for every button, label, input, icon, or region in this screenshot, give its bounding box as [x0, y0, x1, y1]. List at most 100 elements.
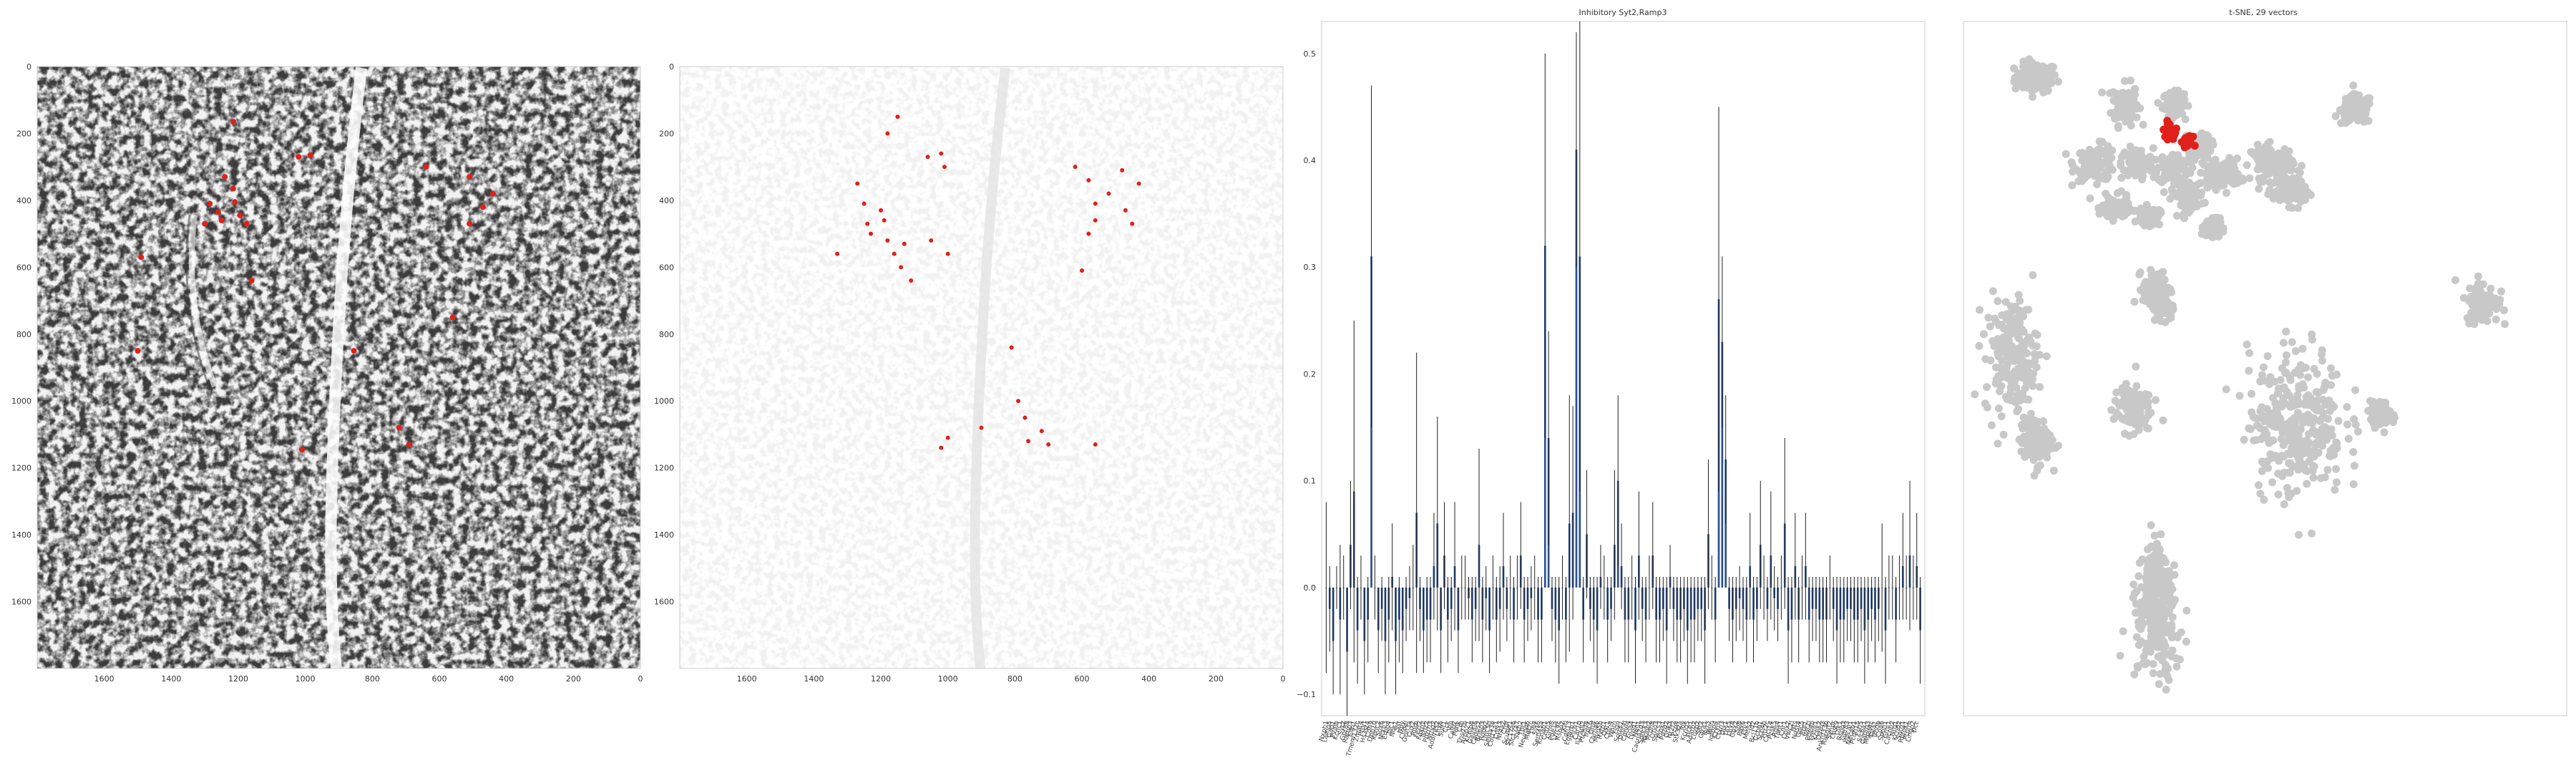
- tsne-point: [2145, 408, 2153, 417]
- tsne-point: [2353, 427, 2362, 436]
- tsne-point: [2120, 151, 2129, 160]
- tsne-point: [2032, 63, 2041, 72]
- highlight-point: [1120, 167, 1125, 172]
- highlight-point: [909, 278, 914, 283]
- tsne-point: [2146, 162, 2155, 171]
- highlight-point: [1026, 439, 1031, 444]
- tsne-point: [2127, 397, 2135, 405]
- x-tick-label: 400: [1141, 674, 1156, 684]
- x-tick-label: Reln: [1705, 720, 1716, 736]
- x-tick-label: 800: [365, 674, 380, 684]
- tsne-point: [2119, 627, 2127, 636]
- tsne-point: [2245, 349, 2254, 357]
- x-tick-label: 1200: [871, 674, 891, 684]
- x-tick-label: Cck: [1442, 719, 1452, 733]
- tsne-point: [2030, 472, 2039, 480]
- x-tick-label: 1400: [804, 674, 824, 684]
- tsne-point: [2343, 420, 2352, 429]
- tsne-point: [2019, 57, 2028, 66]
- tsne-point: [2165, 590, 2174, 598]
- tsne-point: [2185, 195, 2193, 203]
- tsne-point: [2271, 452, 2280, 460]
- tsne-point: [2151, 589, 2160, 598]
- axes-frame: [1963, 21, 2567, 716]
- tsne-point: [2157, 611, 2166, 619]
- tsne-point: [2331, 485, 2339, 494]
- highlight-point: [243, 220, 250, 227]
- tsne-point: [2006, 395, 2014, 404]
- tsne-point: [2192, 202, 2201, 210]
- tsne-point: [2024, 415, 2032, 424]
- highlight-point: [945, 251, 950, 256]
- highlight-point: [979, 425, 984, 430]
- tsne-point: [2255, 151, 2263, 160]
- tsne-point: [2470, 320, 2479, 329]
- bar: [1721, 341, 1724, 588]
- tsne-point: [2123, 417, 2132, 425]
- tsne-point: [2314, 389, 2323, 397]
- tsne-point: [2159, 416, 2167, 424]
- tsne-point: [2142, 205, 2150, 214]
- tsne-point: [1975, 341, 1984, 350]
- tsne-point: [1994, 335, 2002, 344]
- tsne-point: [2293, 391, 2302, 399]
- tsne-point: [2258, 467, 2266, 475]
- bar-chart-panel: Inhibitory Syt2,Ramp3 −0.1 0.0 0.1 0.2 0.3 0.…: [1297, 8, 1926, 758]
- tsne-point: [2318, 356, 2326, 365]
- tsne-point: [2343, 402, 2351, 411]
- tsne-point: [2292, 439, 2301, 447]
- bar-series: [1325, 21, 1921, 716]
- y-tick-label: 0.0: [1304, 583, 1317, 593]
- tsne-point: [2123, 405, 2132, 414]
- tsne-point: [2254, 481, 2263, 490]
- tsne-point: [1997, 321, 2006, 329]
- highlight-point: [939, 445, 944, 450]
- tsne-point: [2389, 418, 2398, 427]
- tsne-point: [2344, 434, 2353, 443]
- tsne-point: [2319, 409, 2328, 418]
- tsne-point: [2101, 175, 2109, 183]
- tsne-point: [2054, 77, 2063, 86]
- tsne-point: [2293, 433, 2301, 442]
- tsne-point: [1994, 374, 2003, 382]
- tsne-point: [2092, 180, 2101, 189]
- tsne-point: [2303, 480, 2311, 488]
- tsne-point: [2282, 351, 2290, 359]
- tsne-point: [2132, 113, 2141, 122]
- tsne-point: [2269, 422, 2278, 430]
- tsne-point: [2302, 393, 2311, 402]
- tsne-point: [2111, 397, 2119, 405]
- tsne-point: [2106, 147, 2114, 155]
- tsne-point: [1984, 313, 1993, 322]
- tsne-point: [2133, 104, 2142, 113]
- tsne-point: [2140, 290, 2149, 298]
- tsne-point: [2478, 316, 2487, 324]
- tsne-point: [2369, 419, 2378, 428]
- tsne-point: [2305, 412, 2313, 421]
- tsne-point: [2247, 389, 2255, 398]
- tsne-point: [2468, 297, 2477, 306]
- tsne-point: [2026, 409, 2035, 418]
- tsne-point: [2500, 320, 2509, 329]
- highlight-point: [899, 265, 904, 270]
- tsne-point: [2345, 116, 2353, 125]
- tsne-point: [2067, 158, 2076, 167]
- tsne-point: [2120, 77, 2129, 85]
- tsne-point: [2120, 92, 2129, 100]
- tsne-point: [2107, 154, 2116, 162]
- tsne-point: [2150, 291, 2158, 300]
- tsne-point: [1996, 387, 2004, 396]
- highlight-point: [135, 348, 141, 354]
- tsne-point: [2320, 383, 2328, 392]
- y-tick-label: 0.5: [1304, 49, 1317, 59]
- tsne-point: [2002, 315, 2011, 324]
- tsne-highlight-point: [2185, 138, 2193, 147]
- chart-title: t-SNE, 29 vectors: [2229, 8, 2298, 17]
- tsne-point: [2201, 169, 2210, 178]
- tsne-point: [2284, 153, 2293, 162]
- axes-frame: [36, 66, 641, 669]
- tsne-point: [2243, 161, 2251, 170]
- x-tick-label: 800: [1008, 674, 1023, 684]
- x-tick-label: 1000: [296, 674, 316, 684]
- tsne-point: [2276, 376, 2285, 384]
